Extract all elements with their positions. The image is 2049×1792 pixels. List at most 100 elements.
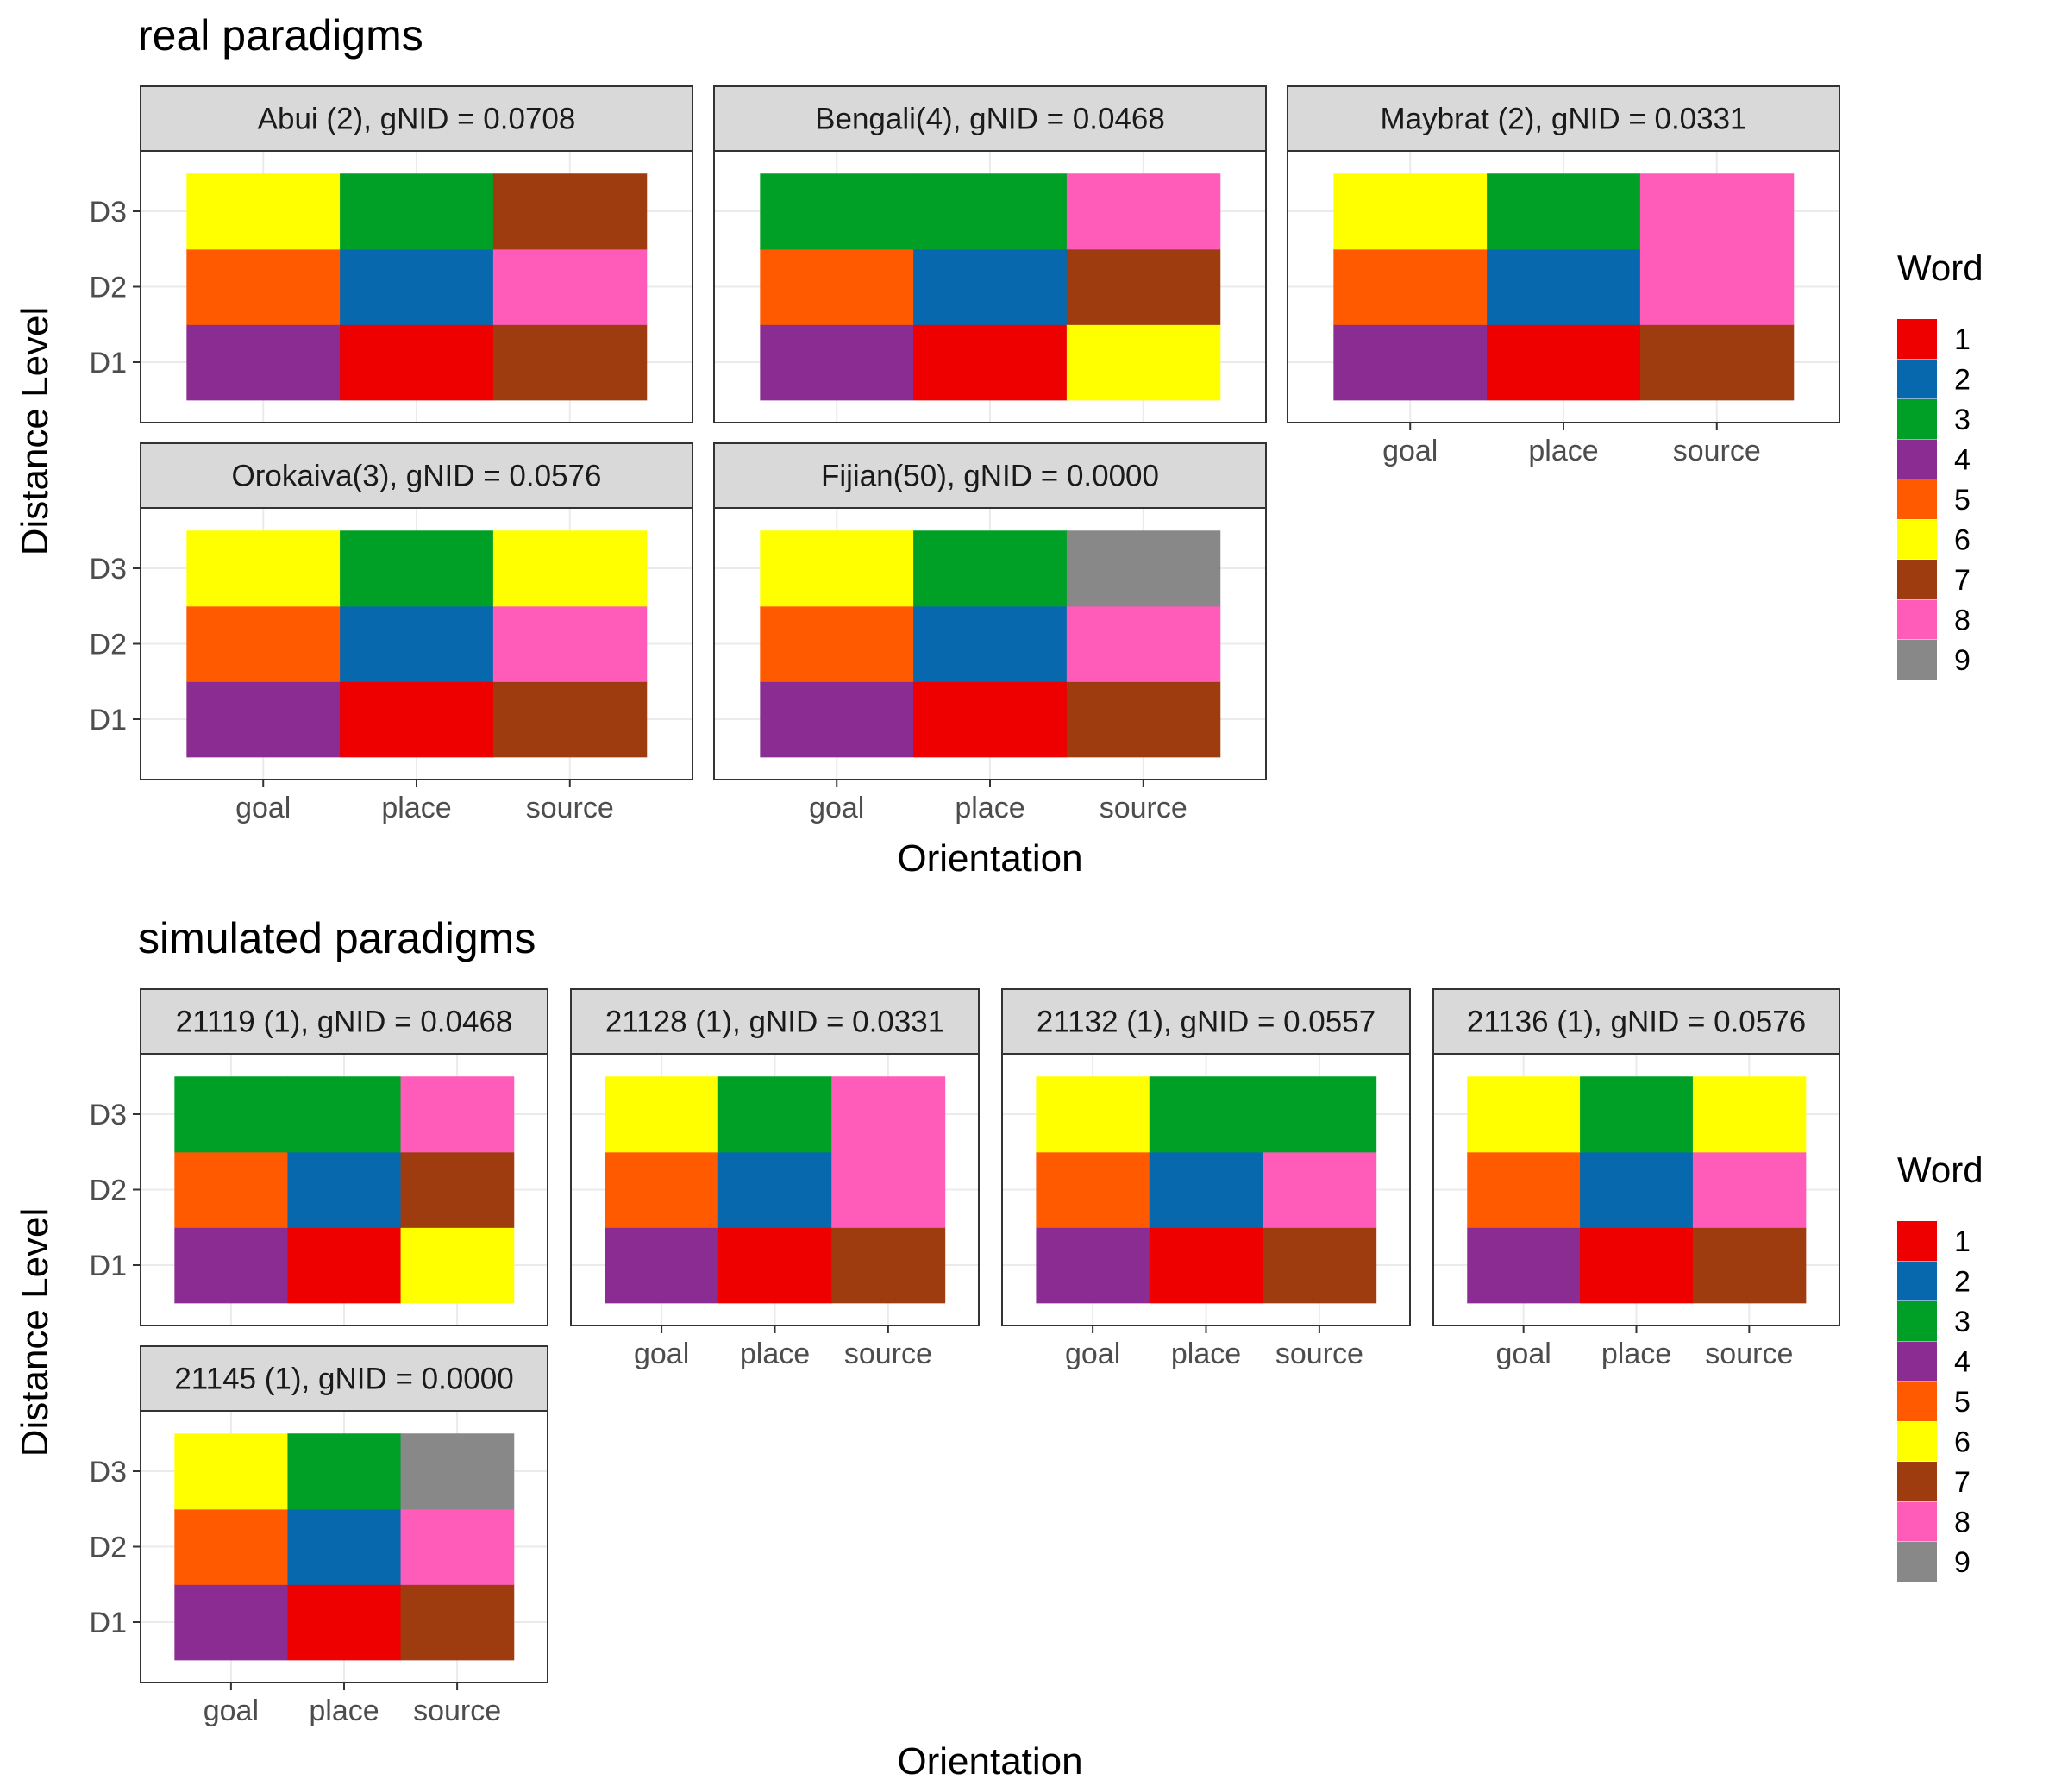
tile-d3-place (1149, 1076, 1263, 1153)
legend-key-2 (1897, 1261, 1937, 1301)
tile-d3-goal (760, 173, 914, 250)
y-tick-label: D3 (90, 196, 127, 229)
tile-d3-goal (186, 173, 341, 250)
legend-label: 3 (1954, 404, 1971, 436)
tile-d3-source (831, 1076, 946, 1153)
y-tick-label: D1 (90, 1250, 127, 1282)
x-tick-label: place (1601, 1338, 1671, 1370)
facet-strip (713, 442, 1267, 509)
legend-key-6 (1897, 1421, 1937, 1462)
tile-d2-place (340, 605, 494, 682)
x-tick-label: place (740, 1338, 810, 1370)
facet-strip (140, 85, 693, 152)
legend-key-6 (1897, 519, 1937, 560)
tile-d3-goal (760, 530, 914, 607)
facet-strip-label: 21136 (1), gNID = 0.0576 (1467, 1006, 1806, 1039)
tile-d3-goal (174, 1433, 289, 1510)
legend-key-7 (1897, 1462, 1937, 1501)
tile-d3-source (492, 530, 648, 607)
tile-d3-source (1066, 530, 1221, 607)
tile-d2-place (717, 1151, 832, 1228)
legend-label: 3 (1954, 1306, 1971, 1338)
tile-d3-goal (605, 1076, 719, 1153)
legend-label: 4 (1954, 1346, 1971, 1379)
tile-d1-goal (1036, 1227, 1150, 1304)
facet-strip-label: Fijian(50), gNID = 0.0000 (821, 460, 1159, 493)
legend-key-9 (1897, 640, 1937, 680)
legend-label: 6 (1954, 1426, 1971, 1459)
tile-d2-place (287, 1151, 402, 1228)
legend-label: 9 (1954, 1546, 1971, 1579)
tile-d2-source (400, 1151, 515, 1228)
tile-d2-place (913, 248, 1068, 325)
facet-panel: 21119 (1), gNID = 0.0468 D1 D2 D3 (90, 988, 548, 1326)
legend-label: 2 (1954, 1266, 1971, 1299)
legend-label: 5 (1954, 1386, 1971, 1419)
legend-label: 7 (1954, 564, 1971, 597)
facet-panel: 21128 (1), gNID = 0.0331 goal place source (570, 988, 980, 1370)
facet-strip (140, 442, 693, 509)
tile-d3-place (1487, 173, 1641, 250)
tile-d3-goal (186, 530, 341, 607)
tile-d2-goal (760, 605, 914, 682)
tile-d3-place (1580, 1076, 1694, 1153)
tile-d1-goal (174, 1584, 289, 1661)
y-tick-label: D2 (90, 1175, 127, 1207)
tile-d3-place (340, 173, 494, 250)
tile-d3-goal (1036, 1076, 1150, 1153)
x-tick-label: place (1528, 435, 1598, 467)
y-tick-label: D3 (90, 1456, 127, 1488)
chart-simulated: simulated paradigms 21119 (1), gNID = 0.0… (14, 914, 1983, 1783)
legend: Word 1 2 3 4 5 6 7 8 9 (1897, 1150, 1983, 1582)
legend-key-1 (1897, 319, 1937, 359)
tile-d1-goal (186, 681, 341, 758)
y-axis-title: Distance Level (14, 307, 56, 556)
tile-d3-place (913, 530, 1068, 607)
legend-label: 9 (1954, 644, 1971, 677)
chart-title: real paradigms (138, 11, 423, 60)
x-tick-label: source (844, 1338, 932, 1370)
legend-label: 4 (1954, 444, 1971, 477)
tile-d1-goal (186, 324, 341, 401)
tile-d2-source (1639, 248, 1795, 325)
tile-d2-source (1066, 605, 1221, 682)
tile-d2-source (831, 1151, 946, 1228)
y-tick-label: D2 (90, 629, 127, 661)
legend-key-3 (1897, 399, 1937, 439)
tile-d1-goal (760, 324, 914, 401)
x-tick-label: goal (204, 1695, 259, 1727)
y-tick-label: D2 (90, 1532, 127, 1564)
tile-d1-source (1066, 324, 1221, 401)
tile-d3-goal (174, 1076, 289, 1153)
legend-key-8 (1897, 1501, 1937, 1542)
x-tick-label: source (1100, 792, 1187, 824)
tile-d3-source (400, 1433, 515, 1510)
tile-d2-place (913, 605, 1068, 682)
facet-strip-label: 21119 (1), gNID = 0.0468 (176, 1006, 513, 1039)
facet-panel: Orokaiva(3), gNID = 0.0576 goal place sourc… (90, 442, 693, 824)
facet-strip-label: 21128 (1), gNID = 0.0331 (605, 1006, 944, 1039)
chart-title: simulated paradigms (138, 914, 536, 962)
y-tick-label: D1 (90, 704, 127, 736)
facet-strip-label: Abui (2), gNID = 0.0708 (258, 103, 576, 136)
x-tick-label: source (413, 1695, 501, 1727)
tile-d3-place (913, 173, 1068, 250)
tile-d2-place (1149, 1151, 1263, 1228)
legend-label: 5 (1954, 484, 1971, 517)
tile-d2-place (287, 1508, 402, 1585)
x-tick-label: source (1275, 1338, 1363, 1370)
legend-label: 1 (1954, 323, 1971, 356)
tile-d3-source (492, 173, 648, 250)
tile-d1-source (1066, 681, 1221, 758)
facet-panel: 21145 (1), gNID = 0.0000 goal place source D… (90, 1345, 548, 1727)
tile-d1-goal (1467, 1227, 1581, 1304)
facet-strip-label: 21132 (1), gNID = 0.0557 (1037, 1006, 1375, 1039)
legend-key-3 (1897, 1301, 1937, 1341)
tile-d1-place (340, 681, 494, 758)
tile-d3-source (1639, 173, 1795, 250)
y-tick-label: D1 (90, 1607, 127, 1639)
legend-label: 8 (1954, 605, 1971, 637)
tile-d2-goal (1036, 1151, 1150, 1228)
tile-d2-goal (186, 605, 341, 682)
tile-d1-goal (605, 1227, 719, 1304)
